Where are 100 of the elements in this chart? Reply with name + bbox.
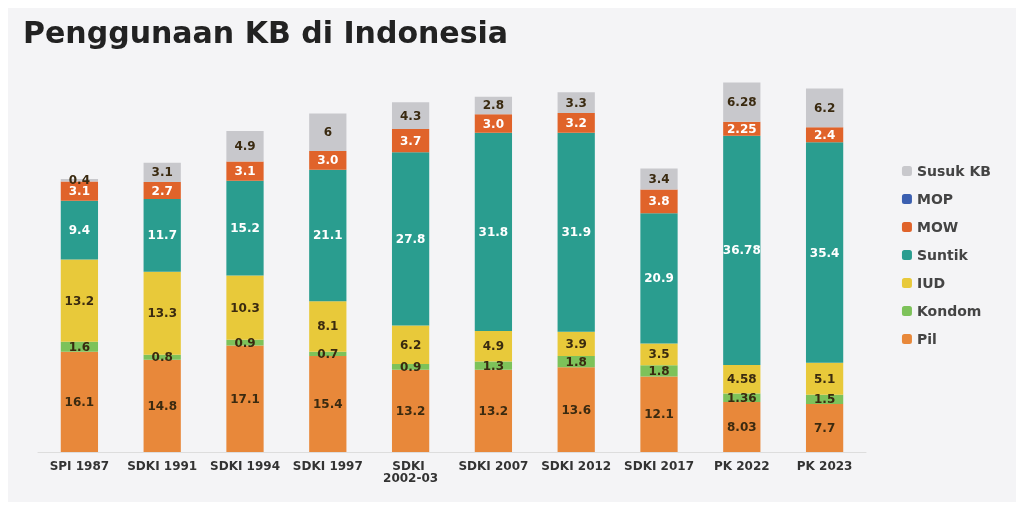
bar (474, 369, 513, 452)
data-label: 10.3 (230, 300, 260, 315)
bar (309, 356, 347, 452)
data-label: 3.0 (317, 153, 339, 168)
data-label: 3.2 (565, 115, 587, 130)
data-label: 2.8 (482, 98, 505, 113)
data-label: 4.9 (482, 339, 505, 354)
bar (60, 351, 99, 452)
data-label: 6.28 (727, 95, 757, 110)
data-label: 3.1 (234, 164, 256, 179)
data-label: 1.6 (68, 339, 91, 354)
data-label: 6.2 (813, 100, 836, 115)
data-label: 16.1 (64, 394, 95, 409)
legend-label: Kondom (916, 303, 982, 319)
legend-label: MOW (916, 219, 959, 235)
data-label: 13.2 (64, 293, 95, 308)
data-label: 3.4 (648, 171, 670, 186)
data-label: 1.5 (813, 392, 836, 407)
bar (143, 198, 181, 272)
bar (557, 367, 595, 452)
data-label: 6.2 (399, 337, 422, 352)
bar (640, 213, 678, 344)
legend-label: Pil (916, 331, 937, 347)
bar (805, 142, 844, 363)
bar (226, 275, 264, 340)
bar (226, 345, 264, 452)
data-label: 1.8 (648, 363, 670, 378)
bar (640, 376, 678, 452)
data-label: 3.0 (482, 116, 505, 131)
data-label: 21.1 (313, 228, 343, 243)
legend-label: MOP (916, 191, 954, 207)
bar (226, 130, 264, 162)
bar (60, 200, 99, 260)
data-label: 15.4 (313, 397, 343, 411)
legend-label: IUD (916, 275, 946, 291)
bar (309, 113, 347, 151)
data-label: 31.8 (478, 224, 509, 239)
data-label: 35.4 (809, 245, 840, 260)
bar (557, 132, 595, 332)
data-label: 6 (323, 125, 332, 140)
data-label: 36.78 (722, 243, 761, 258)
data-label: 3.1 (151, 165, 173, 180)
x-tick-label: PK 2023 (796, 459, 853, 473)
x-tick-label: SDKI 1991 (127, 459, 198, 473)
bar (723, 135, 761, 365)
bar (143, 359, 181, 452)
data-label: 31.9 (561, 225, 591, 240)
data-label: 3.8 (648, 194, 670, 209)
data-label: 3.9 (565, 336, 587, 351)
data-label: 1.8 (565, 354, 587, 369)
data-label: 3.5 (648, 347, 670, 362)
data-label: 4.9 (234, 139, 256, 154)
x-tick-label: SDKI 2002-03 (383, 459, 439, 485)
data-label: 13.2 (395, 403, 426, 418)
bar (309, 169, 347, 302)
x-tick-label: SDKI 1994 (210, 459, 280, 473)
legend-label: Suntik (916, 247, 969, 263)
x-tick-label: SDKI 2012 (541, 459, 612, 473)
data-label: 4.58 (727, 372, 757, 387)
data-label: 4.3 (399, 108, 422, 123)
data-label: 0.9 (234, 335, 256, 350)
data-label: 17.1 (230, 391, 260, 406)
bar (391, 152, 430, 326)
data-label: 5.1 (813, 371, 836, 386)
data-label: 13.2 (478, 403, 509, 418)
data-label: 13.3 (147, 306, 177, 321)
x-tick-label: PK 2022 (713, 459, 770, 473)
data-label: 11.7 (147, 228, 177, 243)
data-label: 7.7 (813, 421, 836, 435)
x-tick-label: SDKI 2017 (624, 459, 694, 473)
bar (723, 401, 761, 452)
legend-label: Susuk KB (916, 163, 992, 179)
bar (805, 404, 844, 452)
data-label: 2.4 (813, 127, 836, 142)
data-label: 1.3 (482, 358, 505, 373)
data-label: 14.8 (147, 398, 177, 413)
data-label: 9.4 (68, 223, 91, 238)
x-tick-label: SDKI 1997 (292, 459, 363, 473)
bar (640, 168, 678, 190)
data-label: 12.1 (644, 407, 674, 422)
data-label: 2.7 (151, 183, 173, 198)
bar (391, 369, 430, 452)
data-label: 3.3 (565, 95, 587, 110)
data-label: 2.25 (727, 121, 757, 136)
data-label: 15.2 (230, 221, 260, 236)
x-tick-label: SPI 1987 (49, 459, 110, 473)
chart-title: Penggunaan KB di Indonesia (23, 14, 509, 50)
data-label: 8.1 (317, 319, 339, 334)
data-label: 3.7 (399, 133, 422, 148)
data-label: 20.9 (644, 271, 674, 286)
data-label: 8.03 (727, 419, 757, 434)
data-label: 3.1 (68, 184, 91, 199)
bar (474, 132, 513, 332)
bar (60, 259, 99, 342)
data-label: 27.8 (395, 231, 426, 246)
x-tick-label: SDKI 2007 (458, 459, 529, 473)
bar (805, 362, 844, 395)
data-label: 1.36 (727, 390, 757, 405)
data-label: 13.6 (561, 402, 591, 417)
bar (226, 180, 264, 276)
